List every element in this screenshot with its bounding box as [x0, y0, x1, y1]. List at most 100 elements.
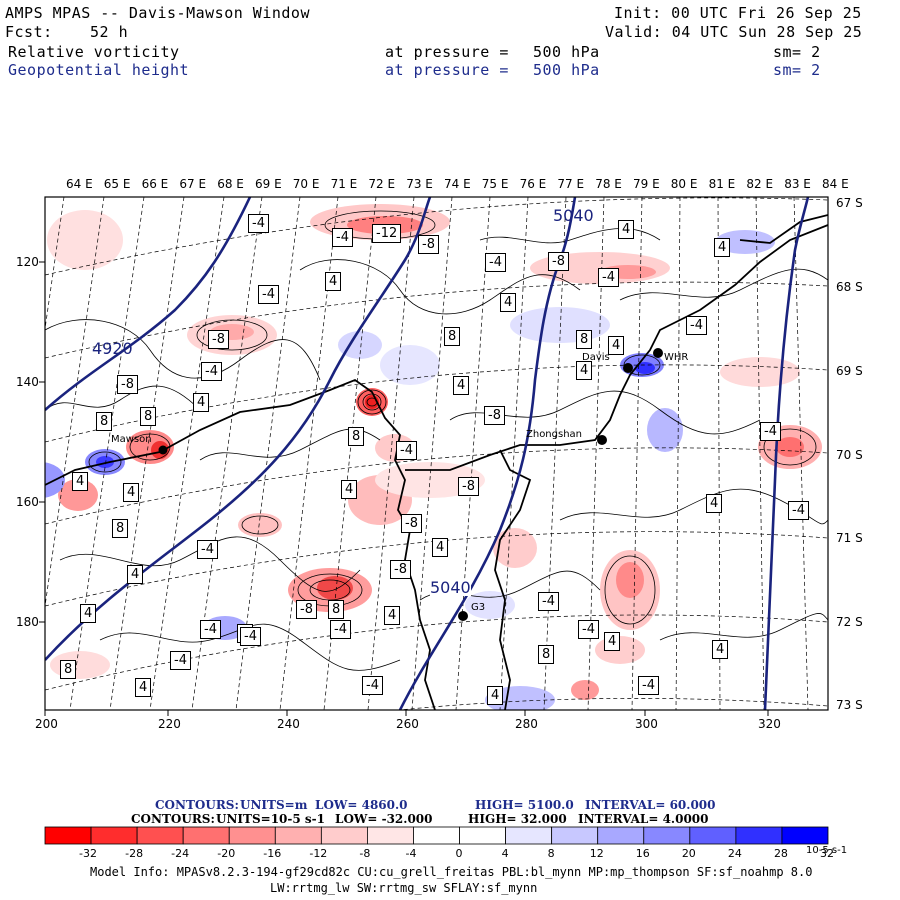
vorticity-contour-label: 8	[328, 600, 345, 619]
longitude-label: 69 E	[255, 177, 282, 191]
colorbar-segment	[551, 826, 599, 845]
colorbar-label: 8	[547, 847, 555, 860]
vorticity-contour-label: 8	[348, 427, 365, 446]
colorbar-label: 32	[820, 847, 834, 860]
colorbar-segment	[90, 826, 138, 845]
longitude-label: 65 E	[103, 177, 131, 191]
longitude-label: 82 E	[746, 177, 774, 191]
vorticity-contour-label: 4	[712, 640, 729, 659]
vorticity-contour-label: -4	[638, 676, 659, 695]
colorbar-label: -28	[125, 847, 144, 860]
longitude-label: 64 E	[66, 177, 93, 191]
colorbar-segment	[735, 826, 783, 845]
vorticity-contour-label: -8	[418, 235, 439, 254]
vorticity-contour-label: 4	[72, 472, 89, 491]
station-label-whr: WHR	[664, 352, 689, 363]
colorbar-label: -12	[309, 847, 328, 860]
y-tick-label: 120	[16, 255, 39, 269]
vorticity-contour-label: -8	[484, 406, 505, 425]
vorticity-contour-label: 4	[135, 678, 152, 697]
height-contour-label: 4920	[92, 339, 133, 358]
vorticity-contour-label: 4	[453, 376, 470, 395]
colorbar-label: 16	[635, 847, 650, 860]
vorticity-contour-label: -12	[372, 224, 402, 243]
latitude-lines	[45, 197, 828, 710]
contour-info-height-low: LOW= 4860.0	[315, 798, 408, 812]
vorticity-contour-label: -4	[258, 285, 279, 304]
field2-name: Geopotential height	[8, 61, 190, 79]
vorticity-contour-label: 8	[444, 327, 461, 346]
vorticity-contour-label: -4	[396, 441, 417, 460]
longitude-label: 78 E	[595, 177, 622, 191]
colorbar-label: -32	[79, 847, 98, 860]
vorticity-contour-label: -8	[458, 477, 479, 496]
map-title: AMPS MPAS -- Davis-Mawson Window	[5, 4, 310, 22]
y-tick-label: 160	[16, 495, 39, 509]
longitude-label: 84 E	[822, 177, 849, 191]
height-contour-label: 5040	[430, 578, 471, 597]
model-info-line2: LW:rrtmg_lw SW:rrtmg_sw SFLAY:sf_mynn	[270, 881, 538, 895]
longitude-label: 73 E	[406, 177, 433, 191]
contour-info-height-label: CONTOURS:	[155, 798, 239, 812]
vorticity-contour-label: -4	[197, 540, 218, 559]
vorticity-contour-label: -4	[170, 651, 191, 670]
x-tick-label: 280	[515, 717, 538, 731]
longitude-label: 81 E	[708, 177, 736, 191]
colorbar-unit: 10-5 s-1	[806, 845, 848, 856]
station-label-mawson: Mawson	[111, 434, 152, 445]
vorticity-contour-label: 8	[96, 412, 113, 431]
vorticity-contour-label: 4	[608, 336, 625, 355]
latitude-label: 67 S	[836, 196, 863, 210]
vorticity-contour-label: 4	[604, 632, 621, 651]
field1-pressure: 500 hPa	[533, 43, 600, 61]
field1-pressure-label: at pressure =	[385, 43, 509, 61]
contour-info-height-interval: INTERVAL= 60.000	[585, 798, 716, 812]
vorticity-contour-label: 4	[325, 272, 342, 291]
longitude-label: 74 E	[444, 177, 471, 191]
contour-info-vorticity-low: LOW= -32.000	[335, 812, 433, 826]
vorticity-contour-label: 4	[714, 238, 731, 257]
vorticity-contour-label: -4	[485, 253, 506, 272]
vorticity-contour-label: 8	[538, 645, 555, 664]
colorbar-label: -8	[359, 847, 371, 860]
y-tick-label: 180	[16, 615, 39, 629]
field2-pressure-label: at pressure =	[385, 61, 509, 79]
contour-info-vorticity-interval: INTERVAL= 4.0000	[578, 812, 709, 826]
forecast-label: Fcst:	[5, 23, 53, 41]
colorbar-segment	[597, 826, 645, 845]
colorbar-label: 0	[455, 847, 463, 860]
vorticity-contour-label: -4	[248, 214, 269, 233]
field1-smoothing: sm= 2	[773, 43, 821, 61]
latitude-label: 72 S	[836, 615, 863, 629]
latitude-label: 71 S	[836, 531, 863, 545]
latitude-label: 69 S	[836, 364, 863, 378]
contour-info-vorticity-label: CONTOURS:	[131, 812, 215, 826]
plot-frame	[44, 196, 829, 711]
vorticity-contour-label: 4	[487, 686, 504, 705]
init-time: Init: 00 UTC Fri 26 Sep 25	[614, 4, 862, 22]
station-label-g3: G3	[471, 602, 486, 613]
colorbar-label: -16	[263, 847, 282, 860]
vorticity-contour-label: 4	[432, 538, 449, 557]
vorticity-contour-label: -8	[401, 514, 422, 533]
contour-info-height-high: HIGH= 5100.0	[475, 798, 574, 812]
vorticity-contour-label: -4	[686, 316, 707, 335]
contour-info-height-units: UNITS=m	[240, 798, 308, 812]
vorticity-contour-label: 8	[576, 330, 593, 349]
colorbar-segment	[781, 826, 829, 845]
vorticity-contour-label: -4	[598, 268, 619, 287]
vorticity-contour-label: 4	[80, 604, 97, 623]
colorbar-label: 4	[501, 847, 509, 860]
vorticity-contour-label: -4	[330, 620, 351, 639]
vorticity-contour-label: 4	[576, 361, 593, 380]
field1-name: Relative vorticity	[8, 43, 180, 61]
latitude-label: 73 S	[836, 698, 863, 712]
x-tick-label: 300	[635, 717, 658, 731]
vorticity-contour-label: 8	[112, 519, 129, 538]
latitude-label: 68 S	[836, 280, 863, 294]
vorticity-contour-label: 4	[123, 483, 140, 502]
vorticity-contour-label: -4	[201, 362, 222, 381]
colorbar-segment	[367, 826, 414, 845]
vorticity-contour-label: -4	[578, 620, 599, 639]
